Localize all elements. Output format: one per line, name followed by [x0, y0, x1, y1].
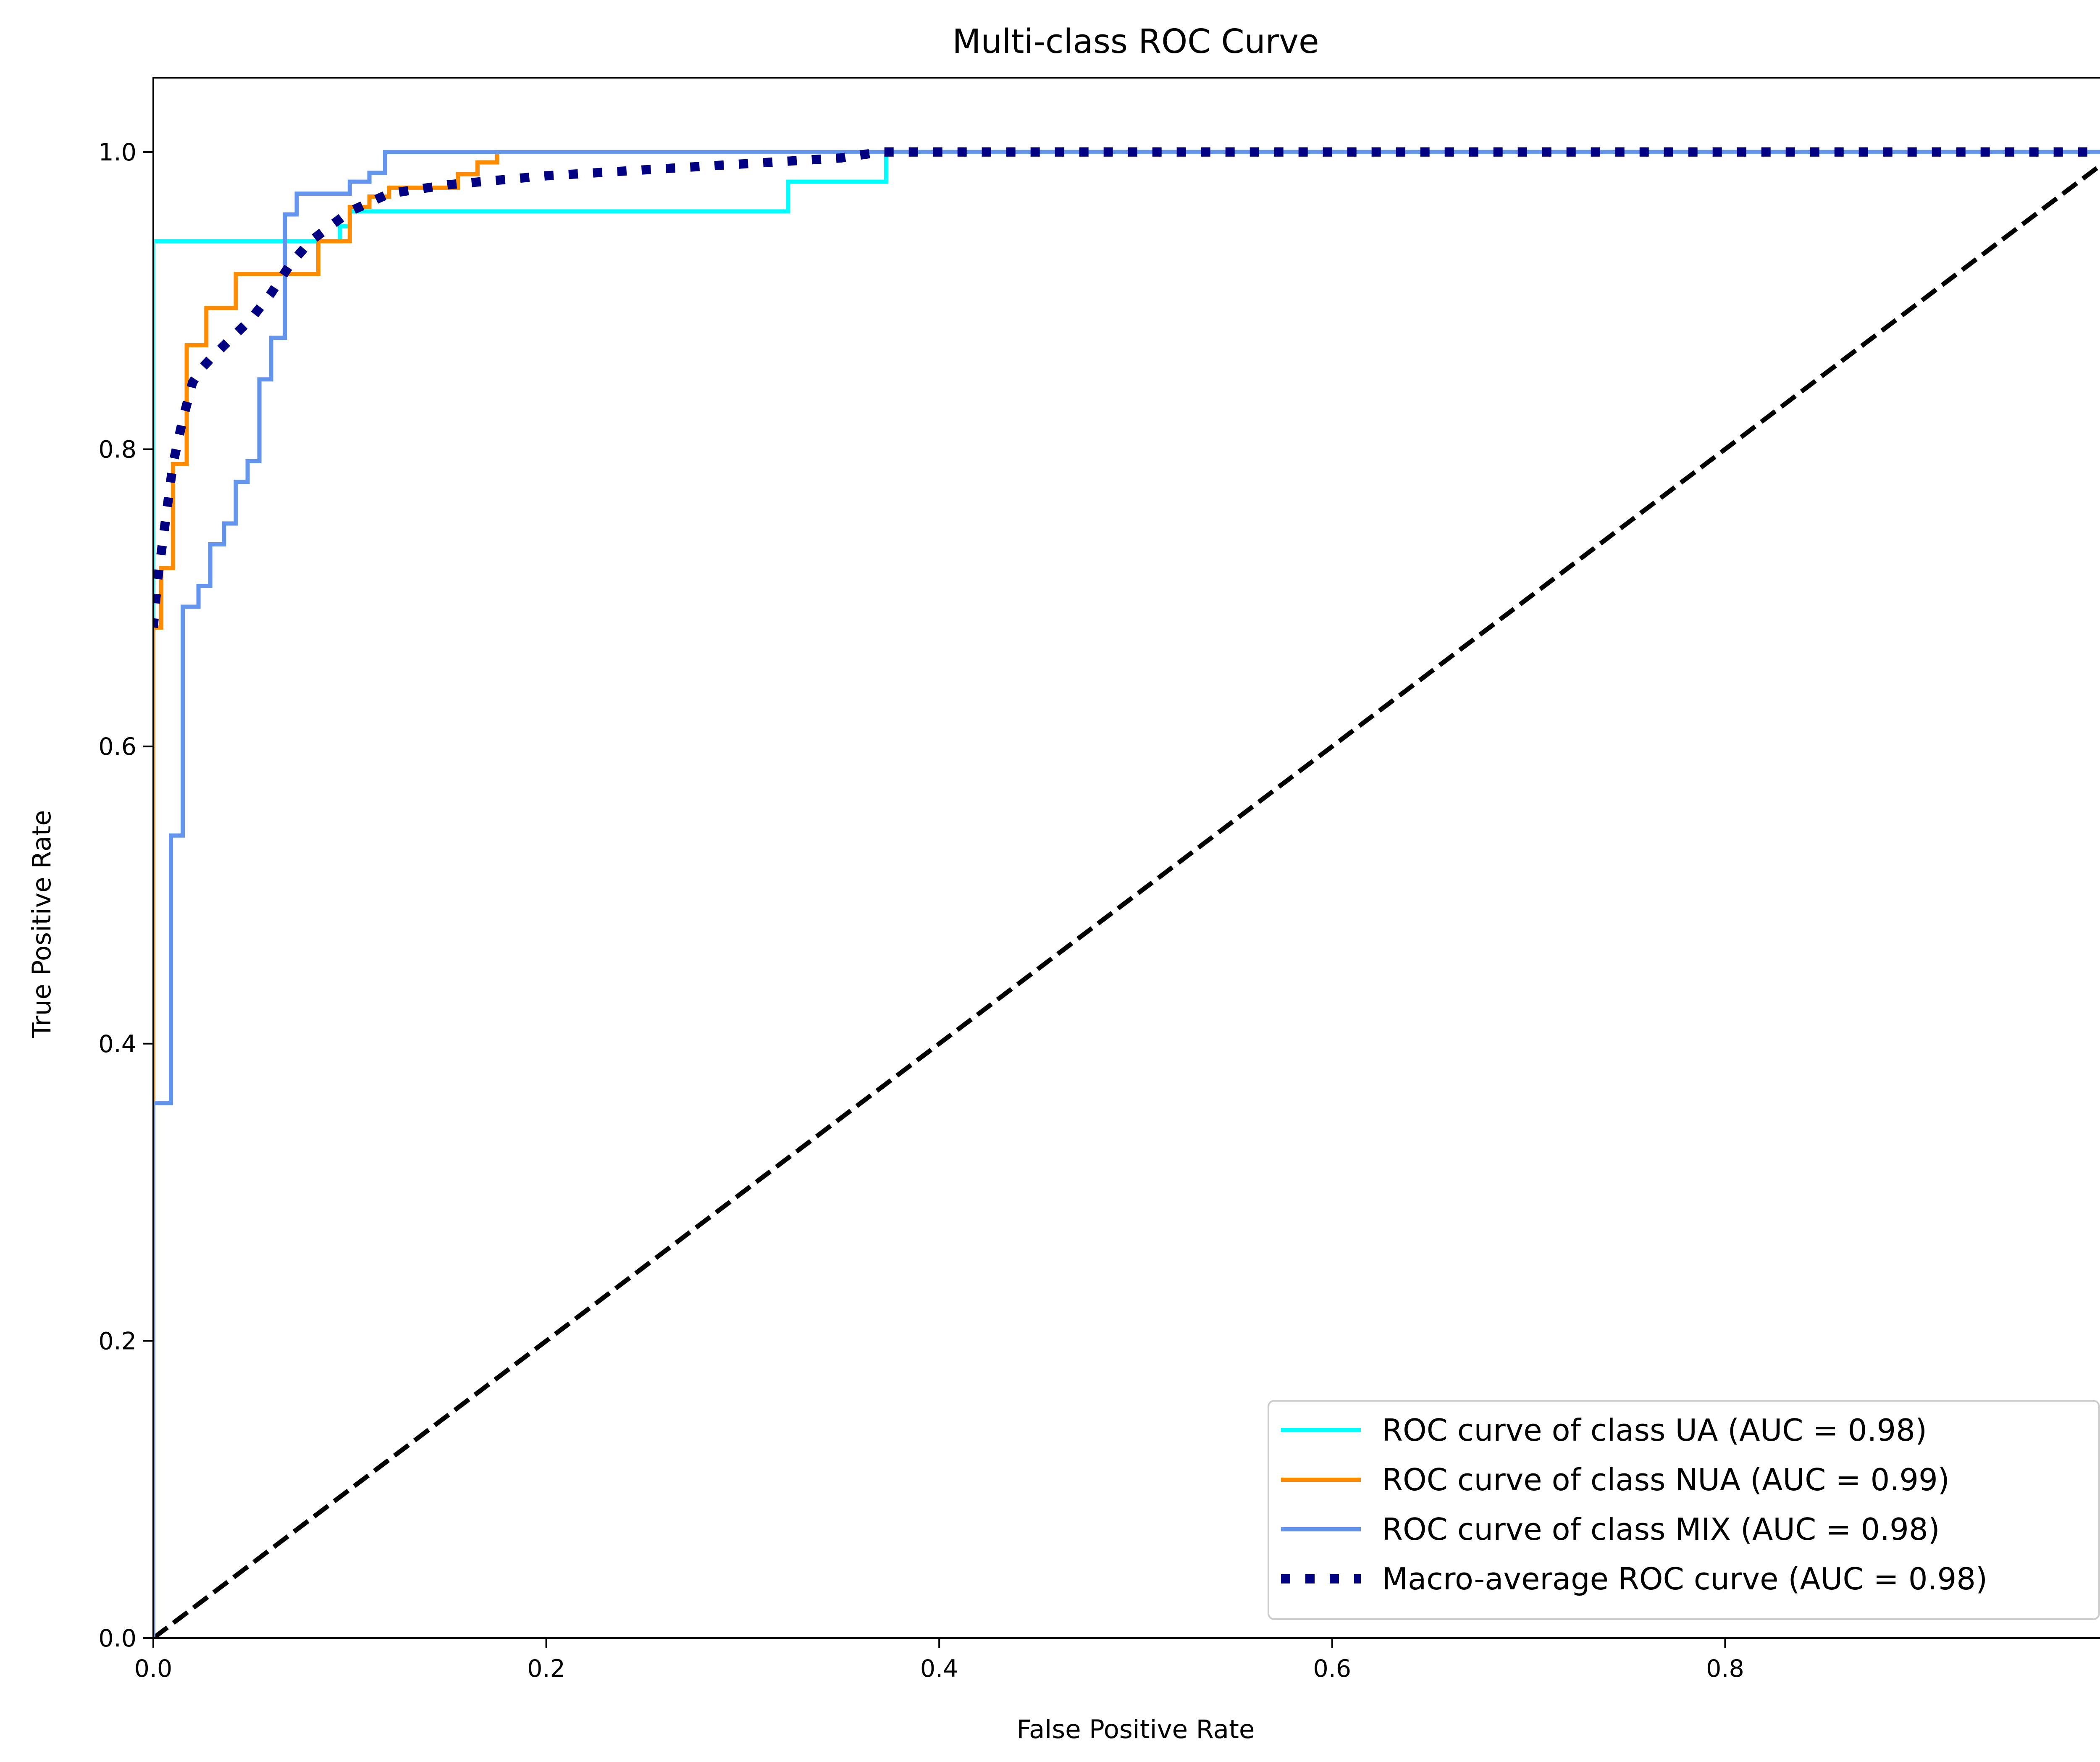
- y-tick-label: 0.2: [98, 1327, 136, 1355]
- y-tick-label: 0.0: [98, 1625, 136, 1652]
- x-tick-label: 0.6: [1313, 1655, 1351, 1683]
- y-tick-label: 0.6: [98, 733, 136, 761]
- y-tick-label: 0.8: [98, 436, 136, 464]
- legend-label: ROC curve of class UA (AUC = 0.98): [1382, 1413, 1927, 1448]
- legend-label: ROC curve of class NUA (AUC = 0.99): [1382, 1462, 1950, 1497]
- legend-box: [1268, 1400, 2100, 1620]
- legend-label: Macro-average ROC curve (AUC = 0.98): [1382, 1561, 1987, 1597]
- chance-diagonal-line: [153, 163, 2100, 1638]
- x-axis-ticks: 0.0 0.2 0.4 0.6 0.8 1.0: [134, 1638, 2100, 1683]
- series-line-3: [153, 147, 2100, 628]
- x-tick-label: 0.4: [920, 1655, 958, 1683]
- y-axis-ticks: 0.0 0.2 0.4 0.6 0.8 1.0: [98, 139, 153, 1652]
- series-line-2: [153, 150, 2100, 1638]
- chart-title: Multi-class ROC Curve: [952, 22, 1319, 61]
- y-tick-label: 1.0: [98, 139, 136, 166]
- x-tick-label: 0.8: [1706, 1655, 1744, 1683]
- axes-frame: [152, 77, 2100, 1639]
- series-lines: [153, 147, 2100, 1638]
- x-tick-label: 1.0: [2099, 1655, 2100, 1683]
- series-line-1: [153, 150, 2100, 1638]
- legend-label: ROC curve of class MIX (AUC = 0.98): [1382, 1512, 1940, 1547]
- x-tick-label: 0.0: [134, 1655, 173, 1683]
- y-tick-label: 0.4: [98, 1030, 136, 1058]
- legend: ROC curve of class UA (AUC = 0.98) ROC cu…: [1268, 1400, 2100, 1620]
- x-axis-label: False Positive Rate: [1017, 1715, 1255, 1744]
- plot-area: [152, 77, 2100, 1639]
- x-tick-label: 0.2: [527, 1655, 565, 1683]
- y-axis-label: True Positive Rate: [27, 810, 57, 1038]
